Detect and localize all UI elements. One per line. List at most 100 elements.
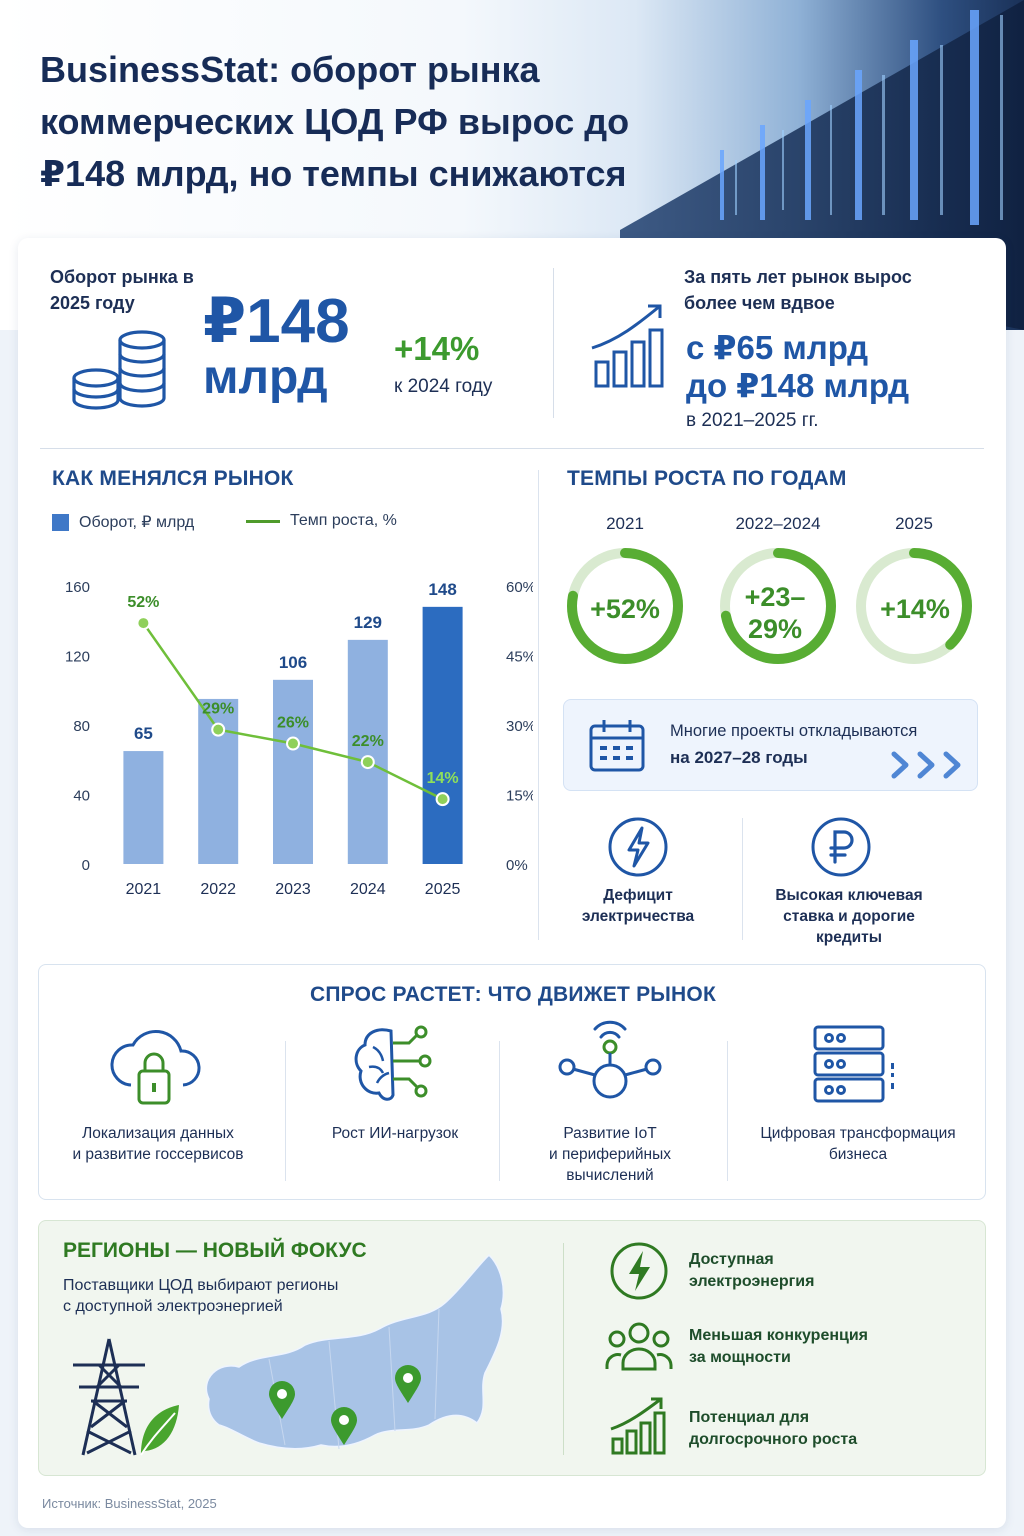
regions-panel: РЕГИОНЫ — НОВЫЙ ФОКУС Поставщики ЦОД выб…: [38, 1220, 986, 1476]
constraint-rate-line3: кредиты: [815, 929, 883, 946]
turnover-label: Оборот рынка в 2025 году: [50, 267, 194, 313]
bar-label-2025: 148: [428, 580, 456, 599]
growth-point-2024: [360, 755, 375, 770]
ring-value-2022-2024-line1: +23–: [744, 582, 806, 612]
power-tower-icon: [73, 1338, 145, 1456]
y-left-tick: 0: [82, 857, 90, 874]
y-left-tick: 160: [65, 579, 90, 596]
y-left-tick: 40: [73, 788, 90, 805]
ring-label-2021: 2021: [606, 514, 644, 533]
growth-section-title: ТЕМПЫ РОСТА ПО ГОДАМ: [567, 467, 847, 490]
growth-rings: [567, 548, 972, 664]
bar-label-2024: 129: [354, 613, 382, 632]
x-tick-2023: 2023: [275, 881, 311, 898]
driver-iot-line3: вычислений: [566, 1167, 654, 1184]
people-icon: [605, 1322, 673, 1371]
ruble-icon: [811, 817, 871, 877]
x-tick-2024: 2024: [350, 881, 386, 898]
legend-bar-swatch: [52, 513, 69, 531]
driver-localization: Локализация данных и развитие госсервисо…: [53, 1123, 263, 1165]
ring-value-2025: +14%: [880, 594, 950, 624]
driver-iot-line1: Развитие IoT: [563, 1125, 657, 1142]
region-power-line1: Доступная: [689, 1251, 774, 1268]
drivers-divider-2: [499, 1041, 500, 1181]
regions-subtitle-line1: Поставщики ЦОД выбирают регионы: [63, 1277, 339, 1294]
driver-digital: Цифровая трансформация бизнеса: [745, 1123, 971, 1165]
section-divider: [538, 470, 539, 940]
driver-iot: Развитие IoT и периферийных вычислений: [515, 1123, 705, 1186]
legend-bar-label: Оборот, ₽ млрд: [79, 514, 195, 531]
ring-progress: [567, 548, 683, 664]
five-year-period: в 2021–2025 гг.: [686, 410, 819, 431]
growth-chart-icon: [610, 1397, 666, 1455]
driver-iot-line2: и периферийных: [548, 1146, 672, 1163]
x-tick-2021: 2021: [126, 881, 162, 898]
drivers-divider-3: [727, 1041, 728, 1181]
y-right-tick: 30%: [506, 718, 533, 735]
ring-progress: [720, 548, 836, 664]
growth-point-2025: [435, 792, 450, 807]
constraint-power-line1: Дефицит: [603, 887, 673, 904]
lightning-icon: [608, 817, 668, 877]
calendar-icon: [589, 720, 645, 772]
ring-label-2022-2024: 2022–2024: [735, 514, 821, 533]
turnover-value: ₽148: [203, 287, 350, 356]
chart-section-title: КАК МЕНЯЛСЯ РЫНОК: [52, 467, 294, 490]
postponed-projects-note: Многие проекты откладываются на 2027–28 …: [563, 699, 978, 791]
bar-label-2021: 65: [134, 724, 153, 743]
legend-line: Темп роста, %: [246, 512, 397, 530]
x-tick-2022: 2022: [200, 881, 236, 898]
driver-localization-line1: Локализация данных: [82, 1125, 234, 1142]
growth-label-2021: 52%: [127, 594, 159, 611]
growth-label-2023: 26%: [277, 715, 309, 732]
ring-label-2025: 2025: [895, 514, 933, 533]
map-pin-icon: [331, 1407, 357, 1445]
five-year-to: до ₽148 млрд: [686, 367, 910, 404]
cloud-lock-icon: [110, 1029, 201, 1105]
growth-point-2022: [211, 722, 226, 737]
source-note: Источник: BusinessStat, 2025: [42, 1496, 217, 1511]
main-card: Оборот рынка в 2025 году ₽148 млрд +14% …: [18, 238, 1006, 1528]
y-left-tick: 80: [73, 718, 90, 735]
drivers-divider-1: [285, 1041, 286, 1181]
map-pin-icon: [269, 1381, 295, 1419]
regions-subtitle: Поставщики ЦОД выбирают регионы с доступ…: [63, 1275, 338, 1317]
regions-title: РЕГИОНЫ — НОВЫЙ ФОКУС: [63, 1239, 367, 1262]
y-right-tick: 15%: [506, 788, 533, 805]
bar-2021: [123, 751, 164, 864]
growth-label-2022: 29%: [202, 701, 234, 718]
market-chart: 0 40 80 120 160 0% 15% 30% 45% 60% 65 2021 2022 106 20…: [65, 579, 533, 898]
region-competition: Меньшая конкуренция за мощности: [689, 1325, 868, 1369]
region-competition-line2: за мощности: [689, 1349, 791, 1366]
bar-2024: [347, 639, 388, 864]
region-power-line2: электроэнергия: [689, 1273, 815, 1290]
y-right-tick: 45%: [506, 649, 533, 666]
driver-digital-line2: бизнеса: [828, 1146, 888, 1163]
coins-icon: [72, 330, 166, 410]
constraints-divider: [742, 818, 743, 940]
region-potential-line1: Потенциал для: [689, 1409, 810, 1426]
note-line2: на 2027–28 годы: [670, 748, 808, 767]
growth-chart-icon: [591, 304, 664, 388]
map-pin-icon: [395, 1365, 421, 1403]
growth-label-2024: 22%: [352, 733, 384, 750]
bar-2025: [422, 606, 463, 864]
server-icon: [813, 1025, 894, 1103]
y-right-tick: 0%: [506, 857, 528, 874]
driver-ai: Рост ИИ-нагрузок: [331, 1125, 459, 1142]
drivers-title: СПРОС РАСТЕТ: ЧТО ДВИЖЕТ РЫНОК: [310, 983, 716, 1006]
ring-value-2021: +52%: [590, 594, 660, 624]
leaf-icon: [140, 1405, 179, 1456]
five-year-from: с ₽65 млрд: [686, 329, 869, 366]
constraint-rate-line1: Высокая ключевая: [775, 887, 923, 904]
note-line1: Многие проекты откладываются: [670, 722, 918, 740]
legend-line-swatch: [246, 519, 280, 523]
regions-divider: [563, 1243, 564, 1455]
y-right-tick: 60%: [506, 579, 533, 596]
region-potential-line2: долгосрочного роста: [689, 1431, 858, 1448]
chevrons-right-icon: [891, 751, 961, 779]
demand-drivers-panel: СПРОС РАСТЕТ: ЧТО ДВИЖЕТ РЫНОК Локализац…: [38, 964, 986, 1200]
x-tick-2025: 2025: [425, 881, 461, 898]
region-power: Доступная электроэнергия: [689, 1249, 814, 1293]
ring-value-2022-2024-line2: 29%: [747, 614, 803, 644]
